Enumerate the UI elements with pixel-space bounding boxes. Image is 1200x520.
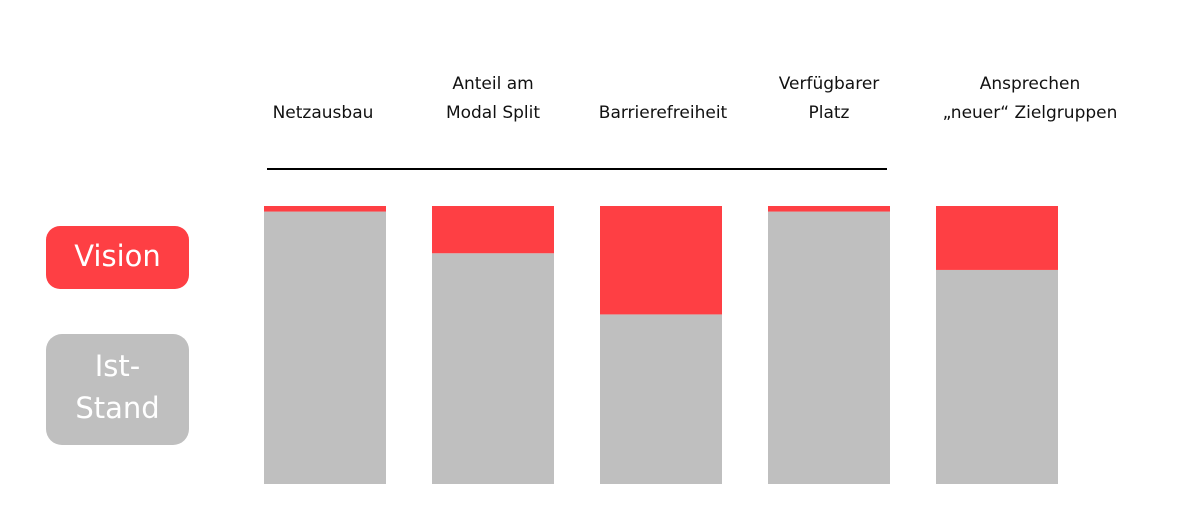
category-label-5: Ansprechen „neuer“ Zielgruppen [943, 74, 1118, 123]
bar-vision-4 [768, 206, 890, 212]
category-label-3: Barrierefreiheit [599, 103, 728, 123]
legend: Vision Ist- Stand [46, 226, 189, 445]
category-label-2: Anteil am Modal Split [446, 74, 540, 123]
category-label-4-line-1: Verfügbarer [779, 74, 880, 94]
bar-ist-stand-1 [264, 211, 386, 484]
legend-ist-stand-swatch [46, 334, 189, 445]
bar-ist-stand-4 [768, 211, 890, 484]
legend-vision-swatch [46, 226, 189, 289]
bar-vision-2 [432, 206, 554, 254]
category-label-2-line-1: Anteil am [452, 74, 533, 94]
category-label-5-line-1: Ansprechen [980, 74, 1080, 94]
legend-ist-stand-label-line-2: Stand [75, 391, 159, 425]
bars [264, 206, 1058, 484]
category-label-3-line-1: Barrierefreiheit [599, 103, 728, 123]
category-label-2-line-2: Modal Split [446, 103, 540, 123]
bar-ist-stand-5 [936, 269, 1058, 484]
category-label-1: Netzausbau [273, 103, 374, 123]
category-label-4: Verfügbarer Platz [779, 74, 880, 123]
bar-vision-1 [264, 206, 386, 212]
bar-ist-stand-2 [432, 253, 554, 484]
bar-vision-5 [936, 206, 1058, 270]
category-labels: Netzausbau Anteil am Modal Split Barrierefr… [273, 74, 1118, 123]
legend-ist-stand-label-line-1: Ist- [95, 349, 141, 383]
category-label-1-line-1: Netzausbau [273, 103, 374, 123]
category-label-5-line-2: „neuer“ Zielgruppen [943, 103, 1118, 123]
bar-ist-stand-3 [600, 314, 722, 484]
bar-vision-3 [600, 206, 722, 315]
category-label-4-line-2: Platz [809, 103, 850, 123]
legend-vision-label: Vision [74, 239, 161, 273]
